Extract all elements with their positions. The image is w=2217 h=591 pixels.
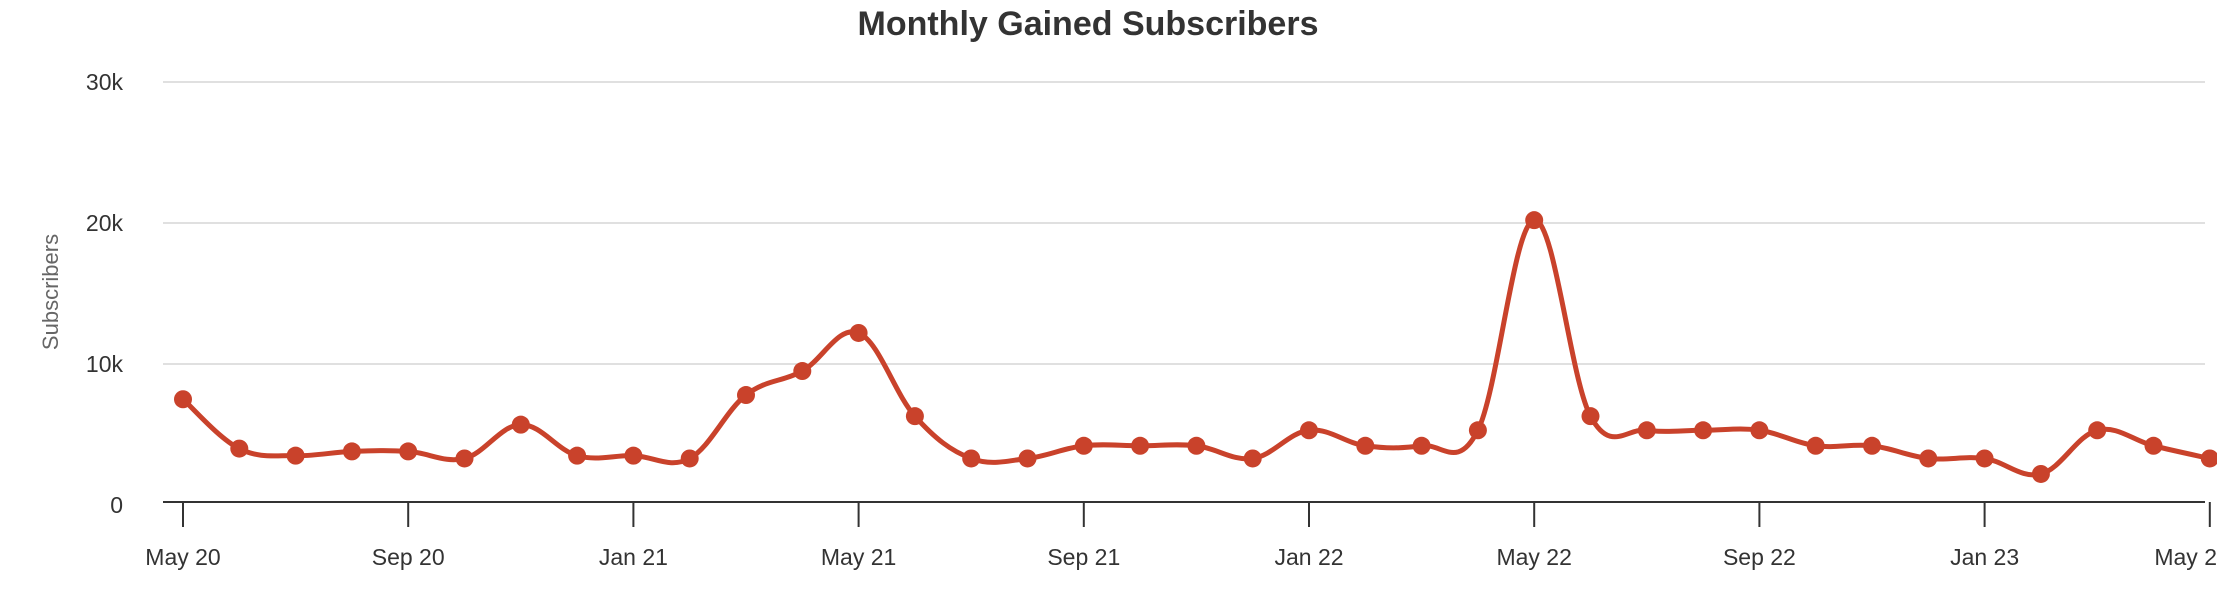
data-point — [905, 407, 924, 426]
data-point — [342, 442, 361, 461]
x-tick-label: May 22 — [1496, 544, 1571, 570]
data-point — [1243, 449, 1262, 468]
data-point — [793, 362, 812, 381]
x-tick-label: Jan 23 — [1950, 544, 2019, 570]
data-point — [1187, 436, 1206, 455]
data-point — [286, 446, 305, 465]
y-tick-label: 0 — [110, 492, 123, 518]
data-point — [962, 449, 981, 468]
y-tick-label: 20k — [86, 210, 124, 236]
data-point — [1018, 449, 1037, 468]
chart-title: Monthly Gained Subscribers — [858, 5, 1319, 43]
x-tick-label: Sep 21 — [1047, 544, 1120, 570]
data-point — [1863, 436, 1881, 455]
data-point — [1074, 436, 1093, 455]
data-point — [1525, 211, 1544, 230]
data-points — [174, 211, 2217, 483]
x-tick-label: May 20 — [145, 544, 220, 570]
data-point — [737, 386, 755, 405]
x-axis-ticks: May 20 Sep 20 Jan 21 May 21 Sep 21 Jan 22 May … — [145, 502, 2217, 570]
data-point — [1919, 449, 1938, 468]
data-point — [2200, 449, 2217, 468]
x-tick-label: Sep 22 — [1723, 544, 1796, 570]
data-point — [1300, 421, 1318, 440]
data-point — [455, 449, 474, 468]
data-point — [1637, 421, 1656, 440]
data-point — [1750, 421, 1769, 440]
data-point — [1412, 436, 1431, 455]
data-point — [624, 446, 643, 465]
y-axis-ticks: 0 10k 20k 30k — [86, 69, 124, 518]
data-point — [1468, 421, 1487, 440]
x-tick-label: Jan 21 — [599, 544, 668, 570]
data-point — [230, 439, 249, 458]
data-point — [1694, 421, 1713, 440]
y-axis-label: Subscribers — [38, 234, 63, 350]
data-point — [399, 442, 418, 461]
data-point — [2144, 436, 2163, 455]
x-tick-label: May 23 — [2154, 544, 2217, 570]
series-line — [180, 217, 2213, 478]
data-point — [511, 415, 530, 434]
y-tick-label: 10k — [86, 351, 124, 377]
data-point — [1581, 407, 1600, 426]
data-point — [1806, 436, 1825, 455]
data-point — [680, 449, 699, 468]
data-point — [2088, 421, 2107, 440]
data-point — [174, 390, 192, 409]
y-tick-label: 30k — [86, 69, 124, 95]
data-point — [2031, 464, 2050, 483]
data-point — [568, 446, 587, 465]
data-point — [1975, 449, 1994, 468]
gridlines — [163, 81, 2205, 365]
x-tick-label: May 21 — [821, 544, 896, 570]
data-point — [849, 323, 868, 342]
x-tick-label: Jan 22 — [1274, 544, 1343, 570]
data-point — [1131, 436, 1150, 455]
data-point — [1356, 436, 1375, 455]
x-tick-label: Sep 20 — [372, 544, 445, 570]
